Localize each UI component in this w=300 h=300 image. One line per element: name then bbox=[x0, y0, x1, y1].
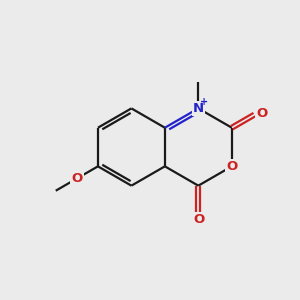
Text: O: O bbox=[71, 172, 82, 185]
Text: O: O bbox=[193, 213, 205, 226]
Text: O: O bbox=[256, 106, 268, 120]
Text: N: N bbox=[193, 102, 204, 115]
Text: O: O bbox=[226, 160, 237, 173]
Text: +: + bbox=[200, 97, 208, 107]
